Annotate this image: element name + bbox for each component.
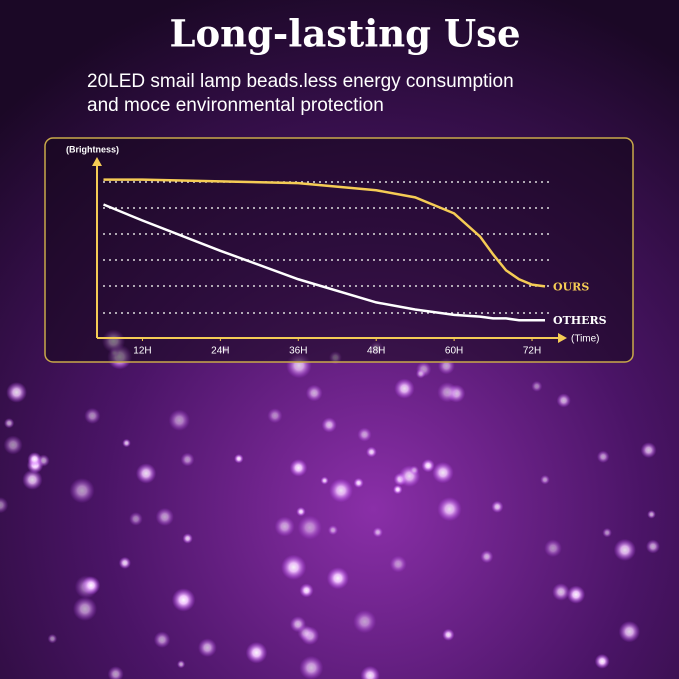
light-dot (594, 653, 610, 669)
light-dot (267, 408, 283, 424)
light-dot (297, 515, 322, 540)
light-dot (320, 476, 329, 485)
light-dot (135, 463, 157, 484)
light-dot (118, 556, 131, 570)
light-dot (432, 461, 454, 484)
light-dot (602, 527, 612, 538)
light-dot (540, 474, 550, 485)
light-dot (360, 665, 380, 679)
light-dot (168, 409, 190, 431)
light-dot (329, 478, 353, 503)
light-dot (27, 452, 42, 467)
title: Long-lasting Use (169, 12, 520, 56)
light-dot (299, 583, 314, 598)
light-dot (394, 378, 415, 399)
series-line (103, 178, 546, 288)
light-dot (107, 666, 124, 679)
light-dot (180, 452, 195, 467)
x-tick-label: 24H (211, 346, 229, 357)
light-dot (297, 624, 314, 641)
light-dot (442, 628, 455, 641)
light-dot (321, 417, 337, 433)
light-dot (305, 384, 323, 402)
light-dot (6, 381, 27, 403)
light-dot (409, 465, 420, 476)
light-dot (437, 496, 462, 522)
light-dot (437, 382, 458, 403)
x-arrow (558, 333, 567, 343)
chart-box (44, 137, 634, 363)
light-dot (480, 550, 494, 564)
light-dot (552, 583, 570, 601)
light-dot (366, 446, 377, 458)
light-dot (4, 418, 15, 429)
light-dot (326, 567, 349, 590)
light-dot (289, 459, 308, 477)
light-dot (531, 380, 543, 392)
light-dot (153, 631, 171, 648)
series-label: OURS (553, 280, 589, 293)
x-tick-label: 60H (445, 346, 463, 357)
light-dot (647, 510, 656, 519)
light-dot (171, 588, 196, 612)
light-dot (556, 393, 571, 408)
light-dot (197, 638, 217, 658)
x-tick-label: 36H (289, 346, 307, 357)
light-dot (372, 527, 383, 538)
light-dot (357, 427, 372, 442)
subtitle: and moce environmental protection (87, 95, 384, 116)
series-label: OTHERS (553, 314, 607, 327)
light-dot (421, 458, 435, 473)
light-dot (640, 442, 657, 459)
light-dot (81, 576, 101, 595)
light-dot (353, 477, 364, 488)
light-dot (566, 585, 586, 604)
x-tick-label: 72H (523, 346, 541, 357)
guide-lines (103, 181, 550, 314)
light-dot (299, 655, 324, 679)
x-axis-label: (Time) (571, 334, 600, 345)
light-dot (645, 539, 660, 554)
y-arrow (92, 157, 102, 166)
light-dot (353, 610, 377, 634)
light-dot (613, 538, 636, 562)
light-dot (389, 555, 407, 573)
light-dot (122, 438, 131, 448)
light-dot (155, 507, 174, 527)
light-dot (234, 453, 244, 464)
light-dot (327, 525, 339, 536)
light-dot (596, 450, 610, 464)
light-dot (47, 633, 58, 644)
light-dot (177, 660, 186, 669)
light-dot (72, 596, 98, 621)
light-dot (618, 620, 641, 643)
light-dot (281, 554, 307, 580)
light-dot (415, 368, 426, 379)
light-dot (392, 484, 403, 495)
subtitle: 20LED smail lamp beads.less energy consu… (87, 71, 514, 92)
light-dot (182, 533, 193, 544)
light-dot (274, 516, 295, 537)
light-dot (296, 506, 306, 517)
light-dot (69, 477, 95, 504)
light-dot (129, 512, 143, 526)
light-dot (84, 407, 101, 424)
light-dot (245, 641, 268, 664)
series-line (103, 203, 546, 322)
light-dot (491, 500, 504, 513)
light-dot (0, 497, 9, 514)
y-axis-label: (Brightness) (66, 144, 119, 154)
x-tick-label: 48H (367, 346, 385, 357)
light-dot (3, 435, 23, 455)
light-dot (22, 469, 43, 490)
x-tick-label: 12H (133, 346, 151, 357)
light-dot (544, 539, 562, 558)
